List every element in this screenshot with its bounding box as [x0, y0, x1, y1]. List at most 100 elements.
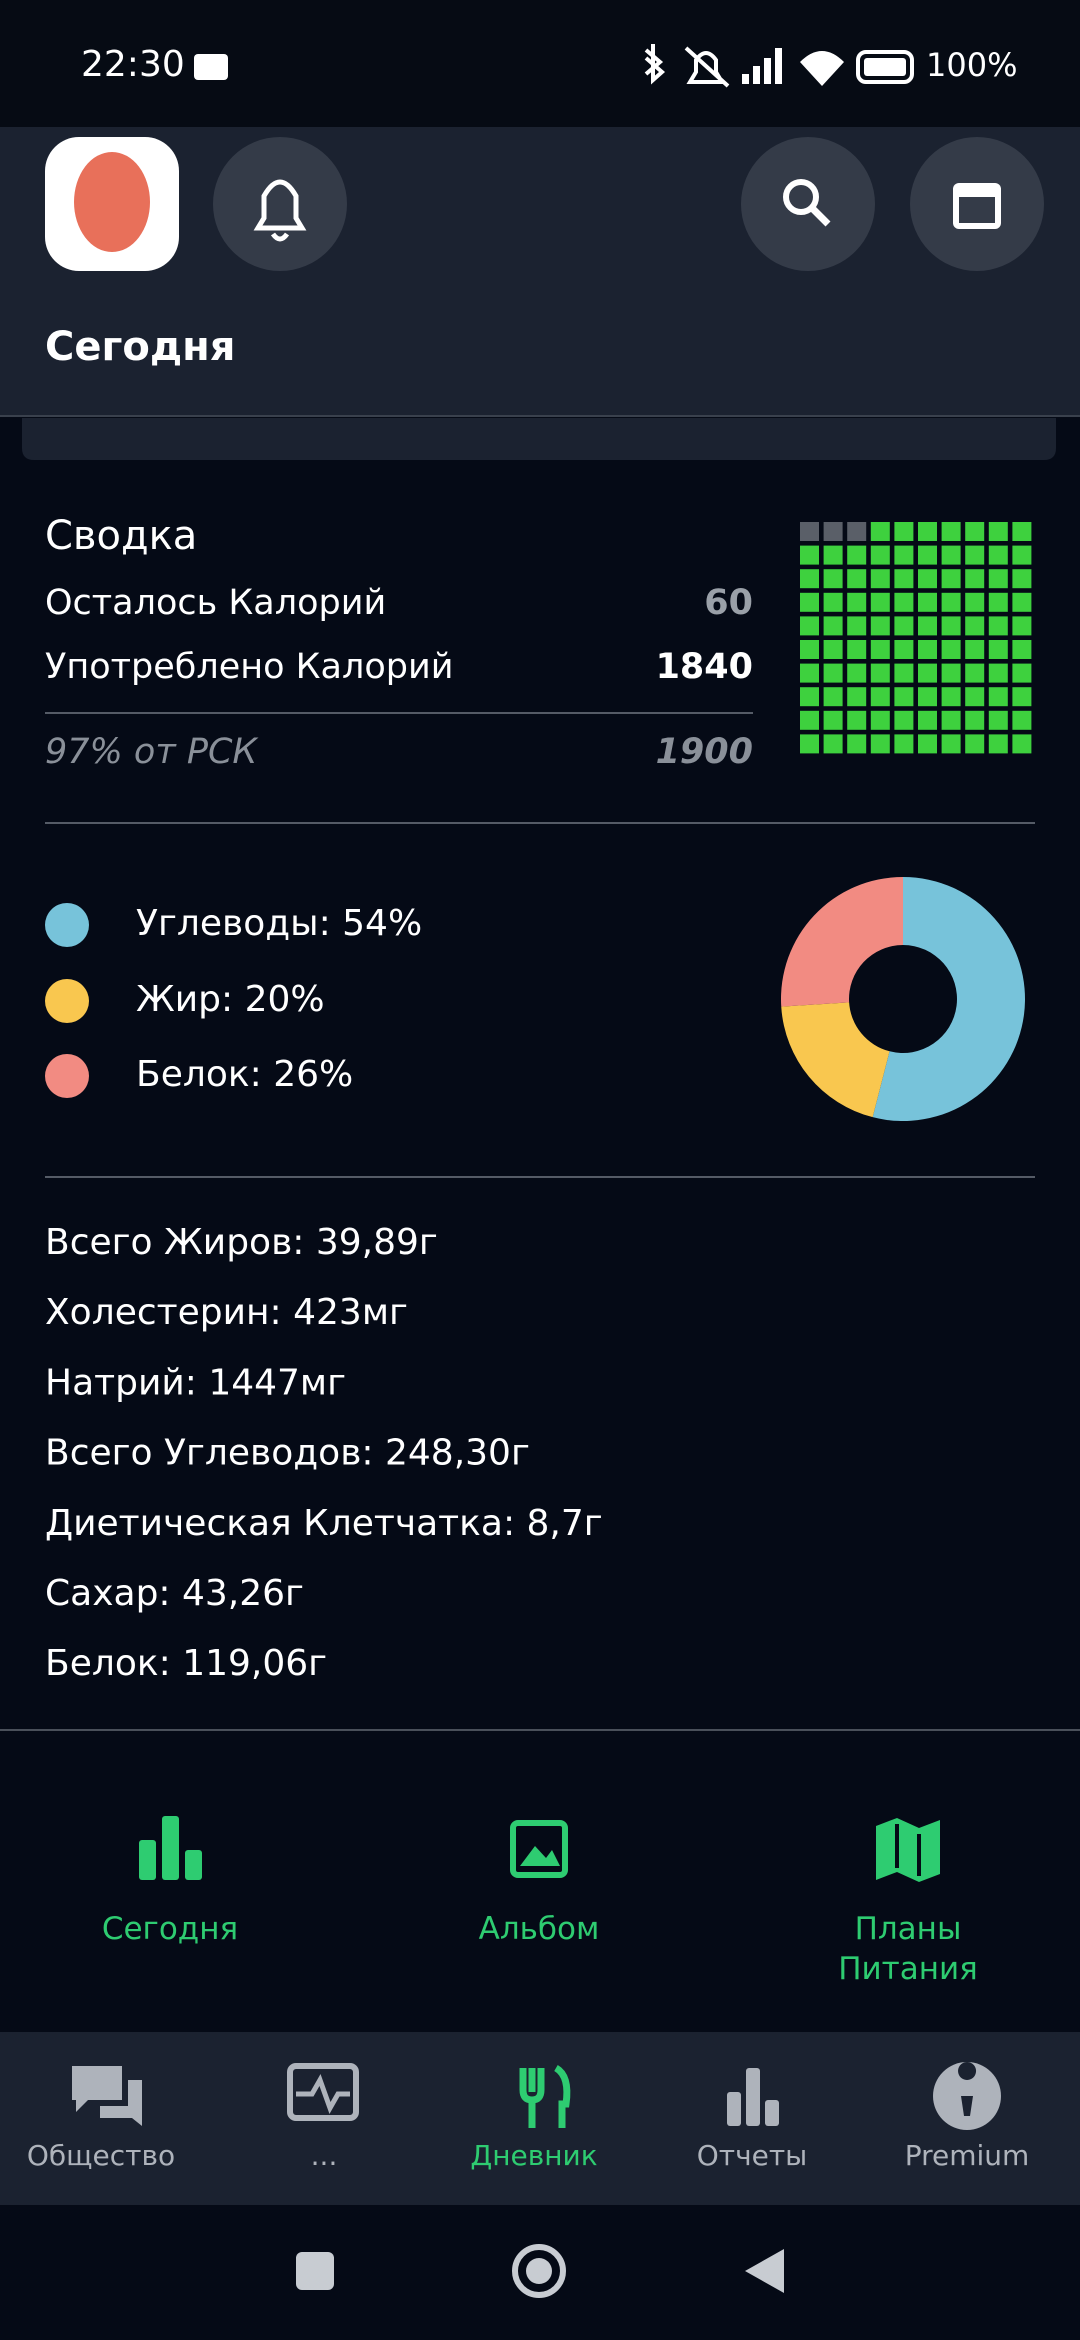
waffle-cell-filled	[941, 616, 961, 636]
reports-icon	[727, 2068, 779, 2126]
avatar-face	[74, 152, 150, 252]
nutrient-row: Диетическая Клетчатка: 8,7г	[45, 1503, 603, 1544]
waffle-cell-filled	[988, 592, 1008, 612]
waffle-cell-filled	[988, 687, 1008, 707]
waffle-cell-filled	[800, 569, 819, 589]
nutrient-row: Сахар: 43,26г	[45, 1573, 304, 1614]
card-edge	[22, 418, 1056, 460]
waffle-cell-filled	[1012, 522, 1032, 541]
plans-icon	[876, 1818, 940, 1882]
waffle-cell-filled	[1012, 592, 1032, 612]
donut-slice	[872, 877, 1025, 1121]
bottom-nav-label[interactable]: Дневник	[470, 2139, 597, 2172]
album-icon-image	[520, 1846, 560, 1866]
macro-legend: Углеводы: 54% Жир: 20% Белок: 26%	[45, 903, 422, 1098]
waffle-cell-filled	[823, 663, 843, 683]
mute-icon	[684, 46, 730, 88]
waffle-cell-filled	[870, 640, 890, 659]
search-button[interactable]	[741, 137, 875, 271]
waffle-cell-filled	[988, 734, 1008, 754]
waffle-cell-filled	[1012, 663, 1032, 683]
calorie-waffle	[800, 522, 1032, 754]
waffle-cell-filled	[823, 734, 843, 754]
waffle-cell-filled	[1012, 687, 1032, 707]
recents-button[interactable]	[296, 2252, 334, 2290]
waffle-cell-filled	[1012, 569, 1032, 589]
waffle-cell-filled	[965, 545, 985, 565]
back-button[interactable]	[745, 2249, 784, 2293]
waffle-cell-filled	[800, 592, 819, 612]
macro-donut	[781, 877, 1025, 1121]
waffle-cell-filled	[870, 710, 890, 730]
waffle-cell-filled	[894, 569, 914, 589]
bottom-nav-label[interactable]: Premium	[905, 2139, 1030, 2172]
waffle-cell-filled	[965, 616, 985, 636]
waffle-cell-filled	[894, 616, 914, 636]
waffle-cell-filled	[918, 569, 937, 589]
waffle-cell-filled	[988, 640, 1008, 659]
header	[0, 127, 1080, 416]
legend-dot	[45, 1054, 89, 1098]
waffle-cell-filled	[965, 710, 985, 730]
waffle-cell-filled	[800, 545, 819, 565]
waffle-cell-filled	[870, 616, 890, 636]
goal-label: 97% от РСК	[45, 732, 259, 772]
waffle-cell-filled	[965, 592, 985, 612]
quick-link[interactable]: Планы Питания	[838, 1911, 978, 1987]
signal-icon	[742, 48, 782, 84]
quick-link[interactable]: Альбом	[478, 1911, 600, 1947]
waffle-cell-filled	[870, 569, 890, 589]
waffle-cell-filled	[1012, 616, 1032, 636]
health-icon-pulse	[296, 2074, 350, 2114]
waffle-cell-filled	[941, 522, 961, 541]
legend-label: Белок: 26%	[136, 1054, 353, 1095]
waffle-cell-filled	[894, 734, 914, 754]
calendar-icon-inner	[959, 197, 995, 223]
waffle-cell-filled	[800, 687, 819, 707]
waffle-cell-filled	[988, 710, 1008, 730]
waffle-cell-filled	[847, 663, 867, 683]
donut-slice	[781, 877, 904, 1007]
waffle-cell-filled	[918, 522, 937, 541]
goal-value: 1900	[656, 732, 753, 772]
waffle-cell-filled	[894, 592, 914, 612]
waffle-cell-filled	[1012, 545, 1032, 565]
nutrient-list: Всего Жиров: 39,89г Холестерин: 423мг Натр…	[45, 1222, 603, 1684]
waffle-cell-filled	[941, 687, 961, 707]
bell-icon	[253, 179, 307, 242]
home-button[interactable]	[512, 2244, 566, 2298]
notifications-button[interactable]	[213, 137, 347, 271]
waffle-cell-filled	[823, 616, 843, 636]
waffle-cell-filled	[847, 569, 867, 589]
waffle-cell-filled	[988, 616, 1008, 636]
premium-icon-keyhole	[958, 2062, 977, 2116]
bluetooth-icon	[644, 44, 666, 85]
bottom-nav-label[interactable]: Отчеты	[697, 2139, 808, 2172]
waffle-cell-filled	[847, 710, 867, 730]
nutrient-row: Всего Углеводов: 248,30г	[45, 1433, 530, 1474]
battery-level	[864, 58, 906, 76]
waffle-cell-empty	[823, 522, 843, 541]
waffle-cell-filled	[870, 663, 890, 683]
waffle-cell-filled	[965, 687, 985, 707]
community-icon	[72, 2066, 142, 2126]
bottom-nav-label[interactable]: Общество	[27, 2139, 175, 2172]
plans-icon-folds	[895, 1824, 921, 1876]
waffle-cell-filled	[823, 592, 843, 612]
waffle-cell-filled	[988, 569, 1008, 589]
waffle-cell-filled	[918, 640, 937, 659]
quick-link[interactable]: Сегодня	[101, 1911, 239, 1947]
diary-icon	[519, 2064, 571, 2128]
home-button-dot	[526, 2258, 552, 2284]
waffle-cell-filled	[988, 663, 1008, 683]
waffle-cell-filled	[918, 687, 937, 707]
bottom-nav	[0, 2032, 1080, 2205]
waffle-cell-filled	[941, 710, 961, 730]
waffle-cell-filled	[847, 640, 867, 659]
nutrient-row: Натрий: 1447мг	[45, 1362, 346, 1403]
bottom-nav-label[interactable]: ...	[311, 2139, 338, 2172]
waffle-cell-filled	[847, 545, 867, 565]
search-icon-handle	[809, 205, 831, 227]
